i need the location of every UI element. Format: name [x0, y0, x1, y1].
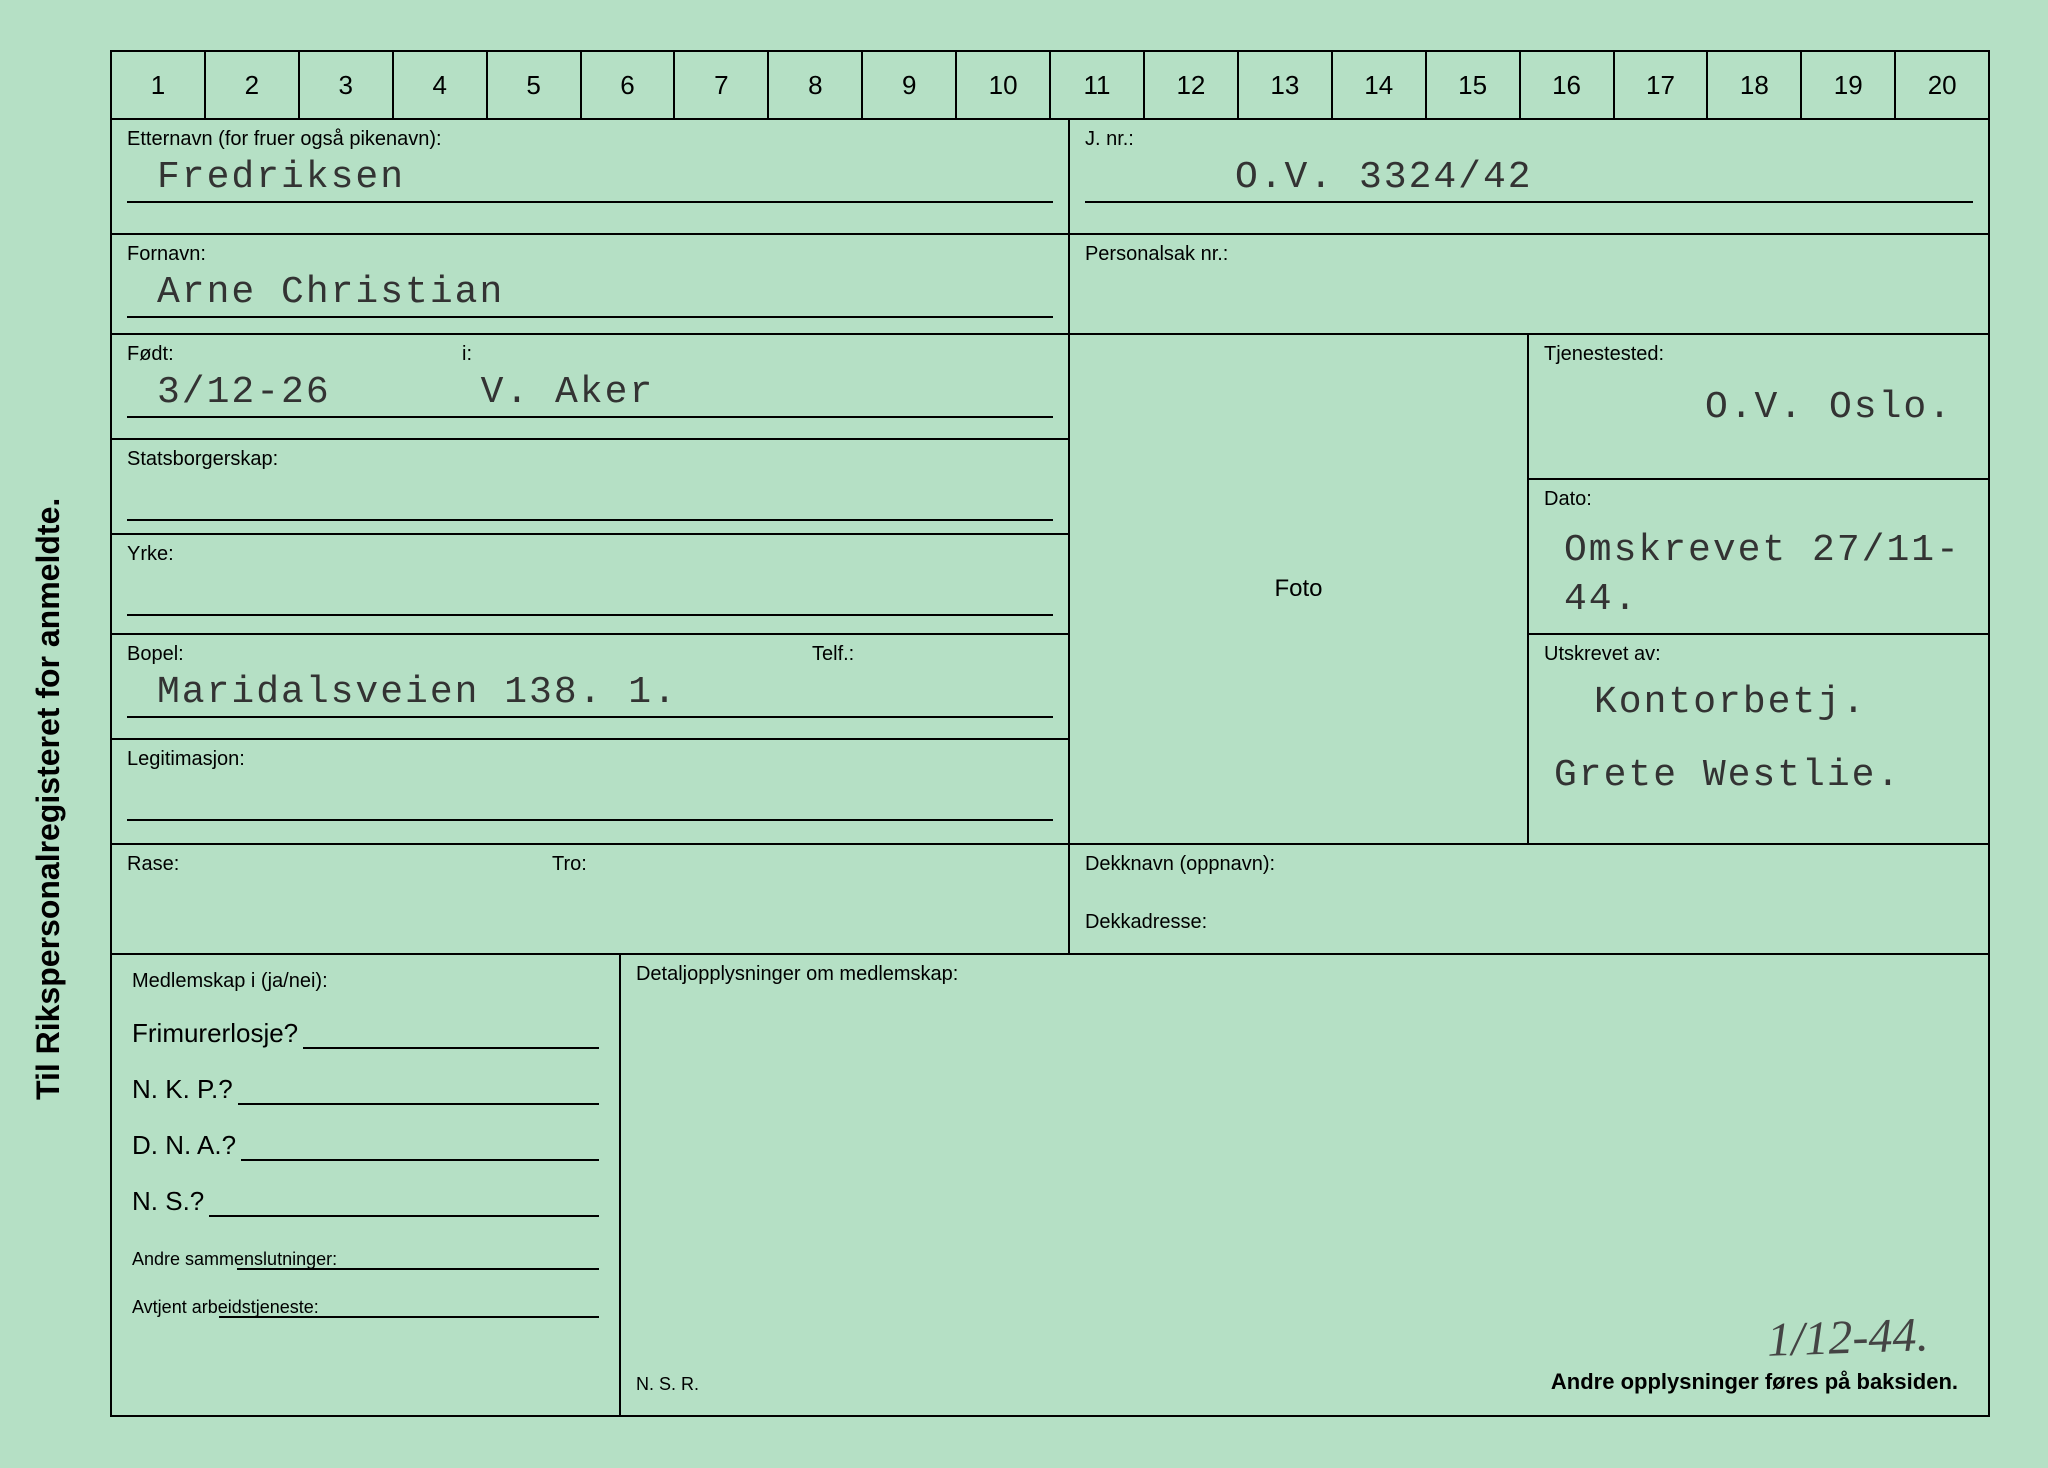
nkp-label: N. K. P.? [132, 1074, 233, 1105]
statsborgerskap-label: Statsborgerskap: [127, 448, 1053, 471]
number-cell-11: 11 [1051, 52, 1145, 118]
rase-label: Rase: [127, 853, 179, 876]
ns-label: N. S.? [132, 1186, 204, 1217]
dato-label: Dato: [1544, 488, 1973, 511]
dna-label: D. N. A.? [132, 1130, 236, 1161]
number-cell-2: 2 [206, 52, 300, 118]
foto-box: Foto [1070, 335, 1529, 843]
number-cell-7: 7 [675, 52, 769, 118]
utskrevet-label: Utskrevet av: [1544, 643, 1973, 666]
number-cell-16: 16 [1521, 52, 1615, 118]
personalsak-label: Personalsak nr.: [1085, 243, 1973, 266]
number-cell-18: 18 [1708, 52, 1802, 118]
footer-text: Andre opplysninger føres på baksiden. [1551, 1369, 1958, 1395]
etternavn-value: Fredriksen [127, 156, 405, 199]
telf-label: Telf.: [812, 643, 854, 666]
main-form-grid: Etternavn (for fruer også pikenavn): Fre… [110, 120, 1990, 1417]
i-label: i: [462, 343, 472, 366]
foto-label: Foto [1274, 575, 1322, 603]
jnr-label: J. nr.: [1085, 128, 1973, 151]
utskrevet-value1: Kontorbetj. [1544, 671, 1973, 724]
dato-value: Omskrevet 27/11-44. [1544, 516, 1973, 625]
number-cell-5: 5 [488, 52, 582, 118]
number-cell-20: 20 [1896, 52, 1988, 118]
dekkadresse-label: Dekkadresse: [1085, 911, 1973, 934]
number-cell-1: 1 [112, 52, 206, 118]
tro-label: Tro: [552, 853, 587, 876]
nsr-text: N. S. R. [636, 1374, 699, 1395]
number-cell-14: 14 [1333, 52, 1427, 118]
number-cell-3: 3 [300, 52, 394, 118]
number-cell-8: 8 [769, 52, 863, 118]
number-cell-13: 13 [1239, 52, 1333, 118]
handwritten-date: 1/12-44. [1766, 1307, 1929, 1368]
fornavn-value: Arne Christian [127, 271, 504, 314]
medlemskap-label: Medlemskap i (ja/nei): [132, 970, 599, 993]
bopel-value: Maridalsveien 138. 1. [127, 671, 678, 714]
vertical-title: Til Rikspersonalregisteret for anmeldte. [30, 498, 67, 1100]
number-cell-17: 17 [1615, 52, 1709, 118]
i-value: V. Aker [331, 371, 655, 414]
jnr-value: O.V. 3324/42 [1085, 156, 1533, 199]
etternavn-label: Etternavn (for fruer også pikenavn): [127, 128, 1053, 151]
fornavn-label: Fornavn: [127, 243, 1053, 266]
frimurer-label: Frimurerlosje? [132, 1018, 298, 1049]
dekknavn-label: Dekknavn (oppnavn): [1085, 853, 1973, 876]
number-cell-15: 15 [1427, 52, 1521, 118]
tjenestested-value: O.V. Oslo. [1544, 371, 1973, 429]
detalj-label: Detaljopplysninger om medlemskap: [636, 963, 1973, 986]
number-cell-6: 6 [582, 52, 676, 118]
number-cell-10: 10 [957, 52, 1051, 118]
fodt-label: Født: [127, 343, 174, 366]
number-cell-4: 4 [394, 52, 488, 118]
number-cell-19: 19 [1802, 52, 1896, 118]
fodt-value: 3/12-26 [127, 371, 331, 414]
tjenestested-label: Tjenestested: [1544, 343, 1973, 366]
number-cell-12: 12 [1145, 52, 1239, 118]
utskrevet-value2: Grete Westlie. [1544, 724, 1973, 797]
registration-card: 1234567891011121314151617181920 Etternav… [110, 50, 1990, 1430]
number-cell-9: 9 [863, 52, 957, 118]
legitimasjon-label: Legitimasjon: [127, 748, 1053, 771]
bopel-label: Bopel: [127, 643, 184, 666]
number-header-row: 1234567891011121314151617181920 [110, 50, 1990, 120]
yrke-label: Yrke: [127, 543, 1053, 566]
